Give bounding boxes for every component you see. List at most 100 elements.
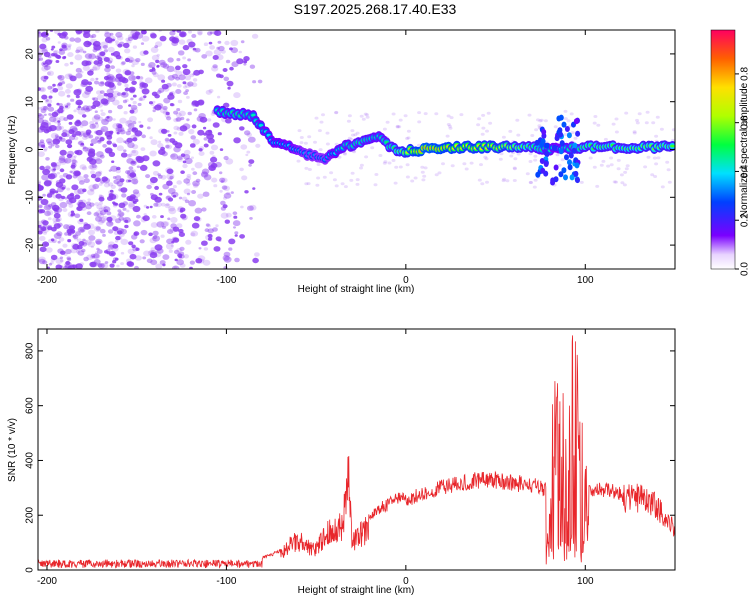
speckle-dot <box>104 30 109 35</box>
speckle-dot <box>175 89 182 94</box>
speckle-dot <box>135 58 141 63</box>
speckle-dot <box>95 238 103 245</box>
speckle-dot <box>236 58 244 65</box>
speckle-dot <box>172 237 178 242</box>
speckle-dot <box>40 108 47 114</box>
scatter-blob <box>534 139 540 146</box>
speckle-dot <box>190 230 199 237</box>
speckle-dot <box>82 50 87 54</box>
speckle-dot <box>182 123 191 130</box>
speckle-dot <box>146 184 152 190</box>
speckle-dot <box>469 161 474 165</box>
speckle-dot <box>104 261 109 264</box>
speckle-dot <box>297 129 302 133</box>
scatter-blob <box>564 154 569 161</box>
speckle-dot <box>212 122 220 128</box>
speckle-dot <box>183 91 189 95</box>
speckle-dot <box>387 161 392 165</box>
colorbar-gradient <box>710 29 736 270</box>
speckle-dot <box>177 253 183 258</box>
speckle-dot <box>78 180 85 185</box>
speckle-dot <box>175 65 181 71</box>
speckle-dot <box>140 30 147 35</box>
speckle-dot <box>125 170 131 175</box>
speckle-dot <box>80 120 89 127</box>
speckle-dot <box>229 66 234 71</box>
speckle-dot <box>43 148 48 152</box>
speckle-dot <box>52 168 56 171</box>
speckle-dot <box>45 203 53 210</box>
speckle-dot <box>543 119 548 123</box>
speckle-dot <box>158 140 162 144</box>
speckle-dot <box>382 161 387 165</box>
speckle-dot <box>38 256 46 263</box>
speckle-dot <box>527 113 532 117</box>
speckle-dot <box>109 194 117 200</box>
speckle-dot <box>179 263 186 268</box>
speckle-dot <box>183 85 187 89</box>
speckle-dot <box>173 266 177 269</box>
speckle-dot <box>162 254 170 260</box>
speckle-dot <box>166 65 175 73</box>
speckle-dot <box>178 110 186 117</box>
scatter-blob <box>544 151 550 158</box>
speckle-dot <box>74 120 82 127</box>
speckle-dot <box>57 32 62 36</box>
speckle-dot <box>150 176 158 184</box>
speckle-dot <box>108 131 114 135</box>
speckle-dot <box>483 155 488 159</box>
speckle-dot <box>134 130 143 137</box>
snr-panel: -200 -100 0 100 0 200 400 600 800 Height of str… <box>7 328 676 596</box>
speckle-dot <box>240 205 244 209</box>
bottom-plot-frame <box>37 328 676 571</box>
speckle-dot <box>98 217 107 224</box>
speckle-dot <box>191 33 197 38</box>
speckle-dot <box>646 155 651 159</box>
speckle-dot <box>254 252 260 257</box>
speckle-dot <box>501 135 506 139</box>
speckle-dot <box>159 260 166 265</box>
speckle-dot <box>150 102 155 106</box>
speckle-dot <box>49 59 53 63</box>
scatter-blob <box>553 164 559 171</box>
speckle-dot <box>73 189 82 195</box>
speckle-dot <box>83 174 89 179</box>
speckle-dot <box>167 93 175 100</box>
speckle-dot <box>226 191 231 195</box>
speckle-dot <box>210 156 218 163</box>
speckle-dot <box>131 33 139 39</box>
speckle-dot <box>211 177 218 183</box>
speckle-dot <box>70 247 78 254</box>
scatter-blob <box>569 174 575 181</box>
speckle-dot <box>234 234 238 237</box>
speckle-dot <box>175 112 182 118</box>
speckle-dot <box>89 121 95 125</box>
speckle-dot <box>198 99 205 105</box>
speckle-dot <box>65 260 71 265</box>
speckle-dot <box>55 60 60 63</box>
speckle-dot <box>176 180 182 185</box>
scatter-blob <box>543 161 549 167</box>
speckle-dot <box>90 173 97 179</box>
speckle-dot <box>337 155 342 159</box>
speckle-dot <box>498 157 503 161</box>
speckle-dot <box>168 187 176 195</box>
speckle-dot <box>128 203 136 209</box>
speckle-dot <box>112 90 120 97</box>
scatter-blob <box>575 130 581 137</box>
scatter-blob <box>540 167 546 174</box>
speckle-dot <box>656 156 661 160</box>
speckle-dot <box>38 209 43 213</box>
speckle-dot <box>476 123 481 127</box>
speckle-dot <box>149 180 155 185</box>
speckle-dot <box>119 129 126 135</box>
speckle-dot <box>406 136 411 140</box>
speckle-dot <box>74 122 81 127</box>
speckle-dot <box>169 30 176 36</box>
speckle-dot <box>165 139 171 144</box>
speckle-dot <box>115 218 122 224</box>
scatter-blob <box>554 135 560 142</box>
speckle-dot <box>304 166 309 170</box>
speckle-dot <box>42 105 49 111</box>
speckle-dot <box>222 68 228 72</box>
